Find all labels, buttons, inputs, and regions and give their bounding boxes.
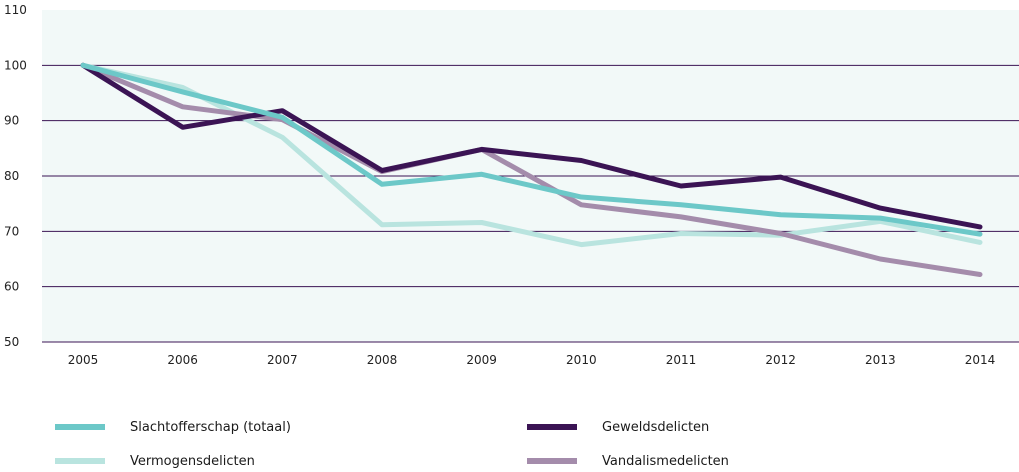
x-tick-label: 2007 [267, 353, 298, 367]
x-axis-ticks: 2005 2006 2007 2008 2009 2010 2011 2012 2013 2014 [68, 353, 996, 367]
legend-swatch [55, 424, 105, 430]
legend-label: Slachtofferschap (totaal) [130, 419, 291, 435]
x-tick-label: 2009 [466, 353, 497, 367]
y-tick-label: 90 [4, 114, 19, 128]
y-tick-label: 80 [4, 169, 19, 183]
series-line-geweldsdelicten [80, 62, 983, 230]
legend-item-vandalismedelicten: Vandalismedelicten [527, 450, 729, 472]
x-tick-label: 2011 [666, 353, 697, 367]
series-line-vandalismedelicten [80, 62, 983, 277]
legend-label: Geweldsdelicten [602, 419, 710, 435]
y-tick-label: 60 [4, 280, 19, 294]
x-tick-label: 2013 [865, 353, 896, 367]
y-axis-ticks: 50 60 70 80 90 100 110 [4, 3, 27, 349]
y-tick-label: 110 [4, 3, 27, 17]
legend-item-geweldsdelicten: Geweldsdelicten [527, 416, 709, 438]
line-chart: 50 60 70 80 90 100 110 2005 2006 2007 2008 2009 201… [4, 3, 1019, 367]
legend-label: Vandalismedelicten [602, 453, 729, 469]
y-tick-label: 100 [4, 58, 27, 72]
series-line-slachtofferschap-totaal [80, 62, 983, 237]
series-lines [80, 62, 983, 277]
legend-item-vermogensdelicten: Vermogensdelicten [55, 450, 255, 472]
legend: Slachtofferschap (totaal) Geweldsdelicte… [0, 405, 1019, 469]
x-tick-label: 2005 [68, 353, 99, 367]
legend-item-slachtofferschap: Slachtofferschap (totaal) [55, 416, 291, 438]
y-tick-label: 70 [4, 224, 19, 238]
y-tick-label: 50 [4, 335, 19, 349]
x-tick-label: 2010 [566, 353, 597, 367]
legend-label: Vermogensdelicten [130, 453, 255, 469]
x-tick-label: 2014 [965, 353, 996, 367]
legend-swatch [527, 458, 577, 464]
x-tick-label: 2006 [167, 353, 198, 367]
legend-swatch [55, 458, 105, 464]
legend-swatch [527, 424, 577, 430]
x-tick-label: 2008 [367, 353, 398, 367]
x-tick-label: 2012 [765, 353, 796, 367]
